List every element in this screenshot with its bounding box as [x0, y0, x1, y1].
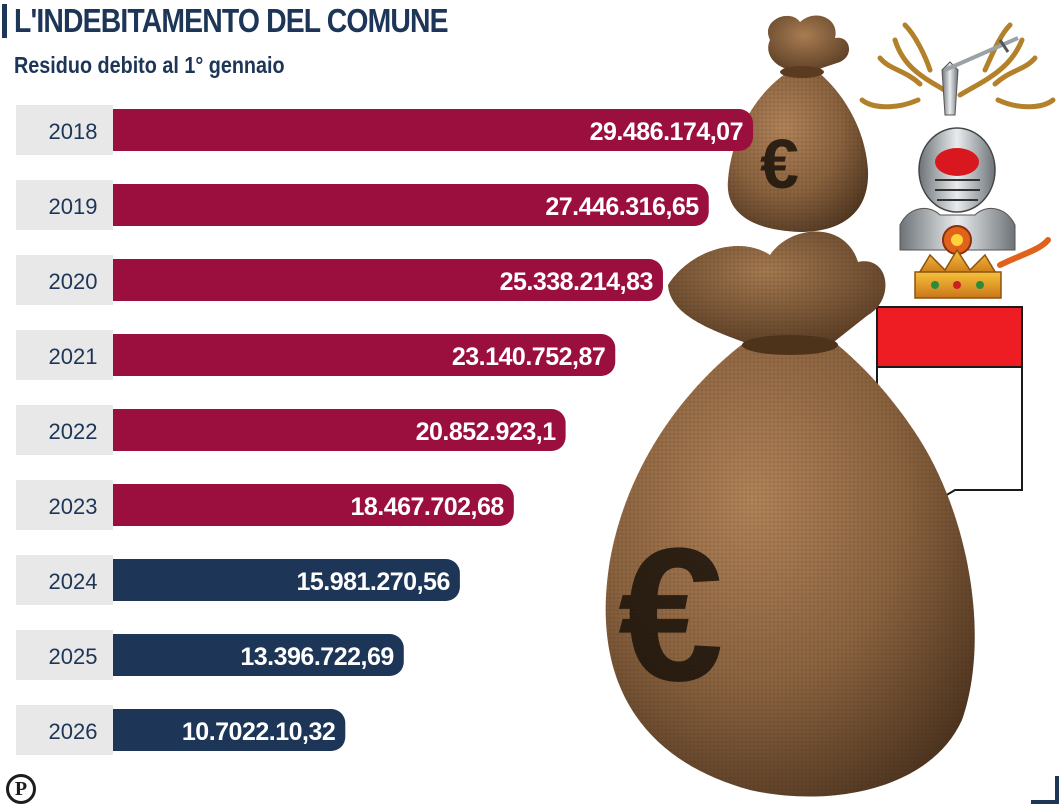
bar-value-label: 23.140.752,87 — [452, 343, 605, 371]
bar-row: 2026 10.7022.10,32 — [16, 705, 346, 755]
year-label: 2021 — [49, 344, 98, 369]
corner-accent — [1031, 776, 1059, 804]
year-box — [16, 180, 113, 230]
year-label: 2024 — [49, 569, 98, 594]
year-label: 2026 — [49, 719, 98, 744]
year-label: 2022 — [49, 419, 98, 444]
money-bag-icon — [727, 15, 869, 232]
bar — [113, 709, 346, 751]
chart-title: L'INDEBITAMENTO DEL COMUNE — [14, 2, 449, 39]
bar-row: 2020 25.338.214,83 — [16, 255, 663, 305]
bar-value-label: 13.396.722,69 — [240, 643, 393, 671]
year-label: 2018 — [49, 119, 98, 144]
year-label: 2023 — [49, 494, 98, 519]
bar-row: 2023 18.467.702,68 — [16, 480, 514, 530]
bar-row: 2024 15.981.270,56 — [16, 555, 460, 605]
chart-subtitle: Residuo debito al 1° gennaio — [14, 52, 285, 78]
bar — [113, 559, 460, 601]
bar-value-label: 27.446.316,65 — [545, 193, 699, 221]
publisher-logo: P — [6, 774, 36, 804]
bar — [113, 634, 404, 676]
year-box — [16, 630, 113, 680]
bar — [113, 409, 566, 451]
bar-value-label: 10.7022.10,32 — [182, 718, 335, 746]
year-box — [16, 555, 113, 605]
bar-value-label: 25.338.214,83 — [500, 268, 653, 296]
year-box — [16, 705, 113, 755]
bar — [113, 184, 709, 226]
bar-value-label: 29.486.174,07 — [590, 118, 743, 146]
euro-icon: € — [760, 125, 799, 203]
bar-value-label: 15.981.270,56 — [296, 568, 449, 596]
bar — [113, 259, 663, 301]
bar-row: 2022 20.852.923,1 — [16, 405, 566, 455]
year-label: 2020 — [49, 269, 98, 294]
money-bag-icon — [605, 231, 975, 797]
bar-value-label: 18.467.702,68 — [350, 493, 504, 521]
bar — [113, 484, 514, 526]
year-box — [16, 105, 113, 155]
year-box — [16, 255, 113, 305]
bar — [113, 109, 753, 151]
year-box — [16, 330, 113, 380]
bar-row: 2021 23.140.752,87 — [16, 330, 616, 380]
year-box — [16, 405, 113, 455]
bar-row: 2019 27.446.316,65 — [16, 180, 709, 230]
year-box — [16, 480, 113, 530]
year-label: 2019 — [49, 194, 98, 219]
bar-row: 2018 29.486.174,07 — [16, 105, 753, 155]
year-label: 2025 — [49, 644, 98, 669]
bar-row: 2025 13.396.722,69 — [16, 630, 404, 680]
bar-value-label: 20.852.923,1 — [416, 418, 557, 446]
title-accent-bar — [2, 4, 7, 38]
bar — [113, 334, 616, 376]
euro-icon: € — [618, 509, 724, 721]
